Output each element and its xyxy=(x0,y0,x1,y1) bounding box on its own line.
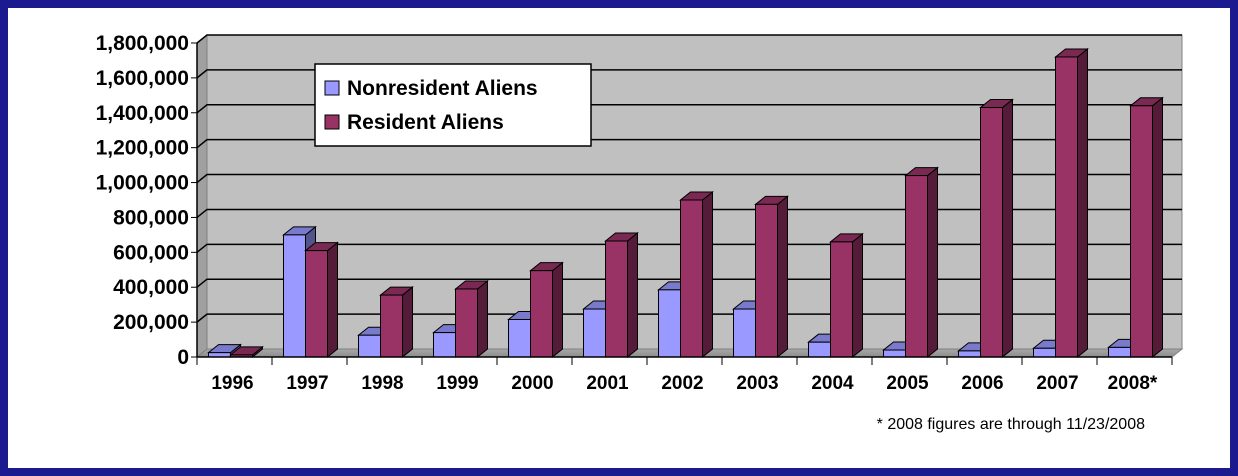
x-tick-label: 1999 xyxy=(436,373,478,394)
gridline xyxy=(196,104,1182,114)
bar-resident-1998 xyxy=(379,286,414,359)
bar-chart: 0 200,000 400,000 600,000 800,000 1,000,000 1,… xyxy=(96,32,1184,433)
x-tick-label: 2005 xyxy=(886,373,929,394)
gridline xyxy=(196,69,1182,79)
x-tick-label: 2002 xyxy=(661,373,703,394)
gridline xyxy=(196,34,1182,44)
bar-resident-1999 xyxy=(454,279,489,359)
legend-swatch-nonresident xyxy=(324,80,340,96)
bar-resident-2002 xyxy=(679,190,714,359)
y-tick-label: 600,000 xyxy=(113,241,189,264)
chart-container: 0 200,000 400,000 600,000 800,000 1,000,000 1,… xyxy=(8,8,1230,468)
legend-swatch-resident xyxy=(324,114,340,130)
bar-resident-2003 xyxy=(754,195,789,359)
y-tick-label: 1,400,000 xyxy=(96,102,189,125)
x-tick-label: 2004 xyxy=(811,373,854,394)
y-tick-label: 0 xyxy=(177,346,189,369)
x-tick-label: 1998 xyxy=(361,373,403,394)
bar-resident-2001 xyxy=(604,231,639,359)
bar-resident-2004 xyxy=(829,232,864,359)
y-tick-label: 1,800,000 xyxy=(96,32,189,55)
y-tick-label: 1,000,000 xyxy=(96,172,189,195)
x-tick-label: 2007 xyxy=(1036,373,1078,394)
bar-resident-2006 xyxy=(979,98,1014,359)
bar-resident-1997 xyxy=(304,241,339,359)
legend: Nonresident Aliens Resident Aliens xyxy=(314,63,592,147)
legend-box xyxy=(314,63,592,147)
y-tick-label: 200,000 xyxy=(113,311,189,334)
y-tick-label: 1,200,000 xyxy=(96,137,189,160)
bar-resident-2007 xyxy=(1054,47,1089,359)
y-tick-label: 400,000 xyxy=(113,276,189,299)
y-tick-label: 800,000 xyxy=(113,206,189,229)
x-tick-label: 2000 xyxy=(511,373,553,394)
bar-resident-2008* xyxy=(1129,96,1164,359)
x-tick-label: 1997 xyxy=(286,373,328,394)
bar-resident-2005 xyxy=(904,166,939,359)
x-tick-label: 1996 xyxy=(211,373,253,394)
gridline xyxy=(196,208,1182,219)
x-tick-label: 2003 xyxy=(736,373,778,394)
legend-label-resident: Resident Aliens xyxy=(347,111,504,134)
gridline xyxy=(196,173,1182,184)
legend-label-nonresident: Nonresident Aliens xyxy=(347,77,538,100)
y-tick-label: 1,600,000 xyxy=(96,67,189,90)
side-wall xyxy=(196,33,208,359)
x-tick-label: 2006 xyxy=(961,373,1003,394)
footnote: * 2008 figures are through 11/23/2008 xyxy=(877,416,1145,433)
x-tick-label: 2008* xyxy=(1108,373,1158,394)
gridline xyxy=(196,138,1182,149)
bar-resident-2000 xyxy=(529,261,564,359)
x-tick-label: 2001 xyxy=(586,373,629,394)
